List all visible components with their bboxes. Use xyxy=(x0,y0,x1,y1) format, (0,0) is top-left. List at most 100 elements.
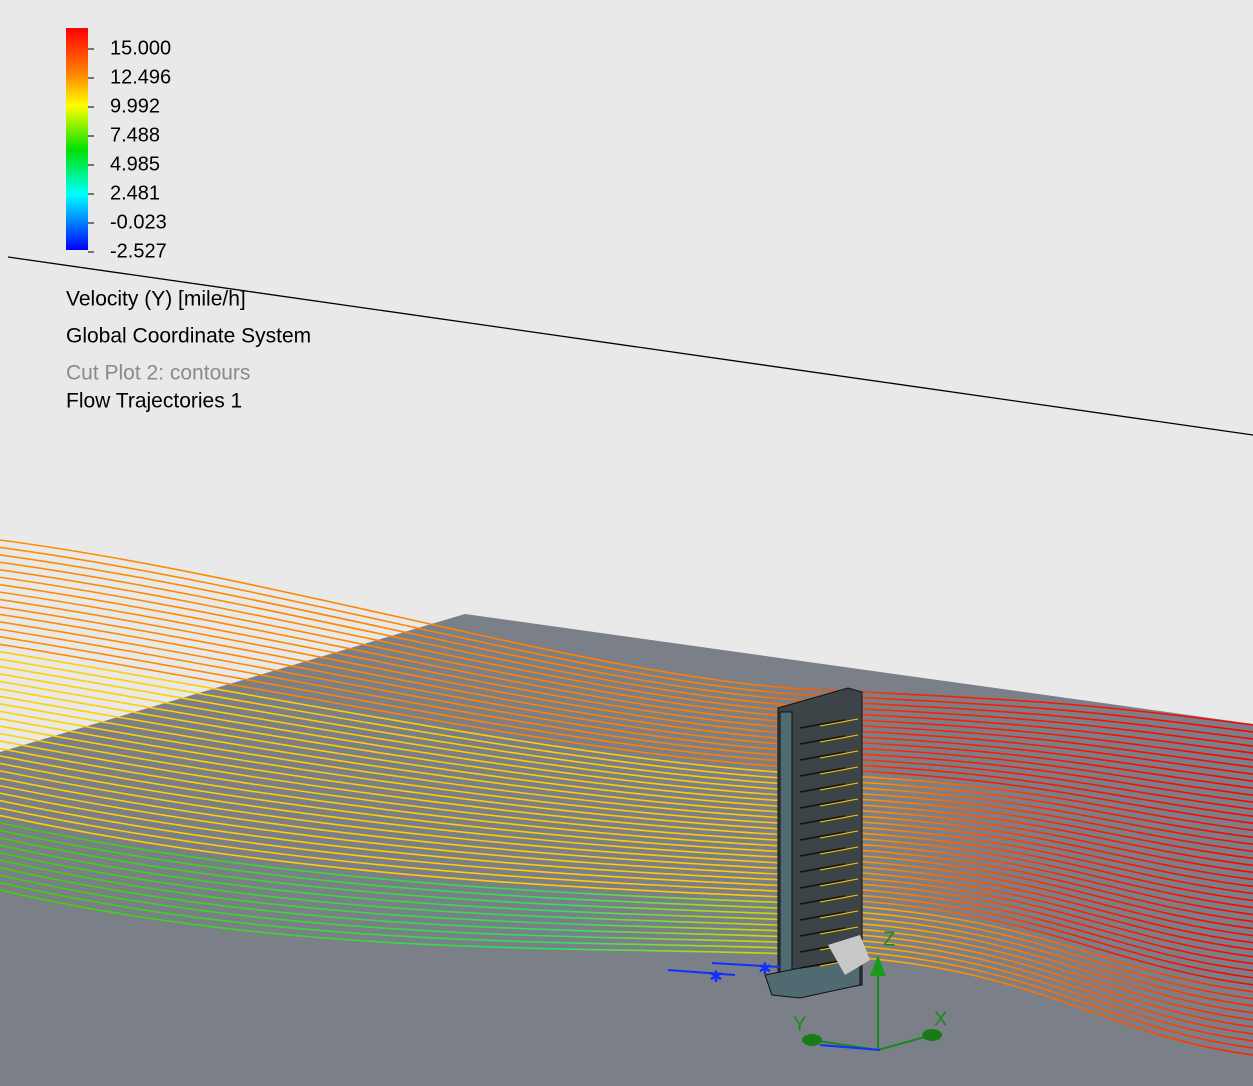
fin-edge xyxy=(819,798,859,807)
tick-label: 12.496 xyxy=(110,66,171,88)
tick-label: -0.023 xyxy=(110,211,167,233)
fin-edge xyxy=(819,910,859,919)
fin xyxy=(799,751,846,761)
trajectory xyxy=(0,613,1253,797)
fin xyxy=(799,895,846,905)
trajectory xyxy=(0,784,1253,958)
trajectory xyxy=(0,665,1253,846)
trajectory xyxy=(0,598,1253,782)
trajectory xyxy=(0,747,1253,923)
fin-edge xyxy=(819,830,859,839)
x-label: X xyxy=(934,1008,947,1030)
fin xyxy=(799,767,846,777)
trajectory xyxy=(0,650,1253,832)
fin xyxy=(799,911,846,921)
trajectory xyxy=(0,777,1253,951)
tick-label: 15.000 xyxy=(110,37,171,59)
cut-plot: Cut Plot 2: contours xyxy=(66,362,250,385)
arrow xyxy=(819,1044,881,1051)
legend-ticks: 15.000 12.496 9.992 7.488 4.985 2.481 -0.023 -2… xyxy=(88,37,171,262)
tick-label: 4.985 xyxy=(110,153,160,175)
trajectory xyxy=(0,688,1253,867)
device-side xyxy=(779,711,793,983)
trajectory xyxy=(0,725,1253,902)
trajectory xyxy=(0,717,1253,895)
fin xyxy=(799,735,846,745)
trajectory xyxy=(0,755,1253,930)
fin-edge xyxy=(819,766,859,775)
trajectory xyxy=(0,539,1253,726)
trajectory xyxy=(0,576,1253,761)
fin xyxy=(799,831,846,841)
fin-edge xyxy=(819,734,859,743)
trajectory xyxy=(0,568,1253,754)
marker: ✱ xyxy=(758,961,771,978)
trajectory xyxy=(0,807,1253,979)
trajectory xyxy=(0,673,1253,853)
tick-label: -2.527 xyxy=(110,240,167,262)
bracket xyxy=(828,935,870,975)
trajectory xyxy=(0,658,1253,839)
fin xyxy=(799,879,846,889)
fin-edge xyxy=(819,878,859,887)
fin xyxy=(799,847,846,857)
trajectory xyxy=(0,643,1253,825)
y-arrow xyxy=(802,1034,822,1046)
trajectory xyxy=(0,554,1253,740)
trajectories xyxy=(0,539,1253,1056)
trajectory xyxy=(0,680,1253,860)
trajectory xyxy=(0,866,1253,1035)
trajectory xyxy=(0,770,1253,944)
boundary-line xyxy=(7,256,1253,436)
device xyxy=(764,687,870,999)
trajectory xyxy=(0,621,1253,804)
fin-edge xyxy=(819,782,859,791)
fin xyxy=(799,863,846,873)
coordinate-system: Global Coordinate System xyxy=(66,325,311,348)
fin xyxy=(799,719,846,729)
trajectory xyxy=(0,814,1253,986)
trajectory xyxy=(0,695,1253,874)
trajectory xyxy=(0,546,1253,733)
trajectory xyxy=(0,889,1253,1056)
trajectories-label: Flow Trajectories 1 xyxy=(66,390,242,413)
trajectory xyxy=(0,792,1253,965)
trajectory xyxy=(0,829,1253,1000)
trajectory xyxy=(0,561,1253,747)
fin-edge xyxy=(819,926,859,935)
trajectory xyxy=(0,851,1253,1021)
tick-label: 2.481 xyxy=(110,182,160,204)
fin-edge xyxy=(819,750,859,759)
trajectory xyxy=(0,822,1253,993)
trajectory xyxy=(0,710,1253,888)
trajectory xyxy=(0,799,1253,972)
x-arrow xyxy=(922,1029,942,1041)
trajectory xyxy=(0,740,1253,916)
trajectory xyxy=(0,874,1253,1042)
trajectory xyxy=(0,732,1253,909)
trajectory xyxy=(0,881,1253,1049)
arrow xyxy=(711,962,781,968)
trajectory xyxy=(0,591,1253,775)
tick-label: 7.488 xyxy=(110,124,160,146)
fin-edge xyxy=(819,862,859,871)
fin xyxy=(799,927,846,937)
fin-edge xyxy=(819,814,859,823)
legend: 15.000 12.496 9.992 7.488 4.985 2.481 -0.023 -2… xyxy=(66,28,311,413)
fin-edge xyxy=(819,718,859,727)
fin xyxy=(799,799,846,809)
triad: Z Y X xyxy=(793,928,947,1051)
trajectory xyxy=(0,844,1253,1014)
fin-edge xyxy=(819,894,859,903)
tick-label: 9.992 xyxy=(110,95,160,117)
legend-title: Velocity (Y) [mile/h] xyxy=(66,288,246,311)
trajectory xyxy=(0,583,1253,768)
trajectory xyxy=(0,859,1253,1028)
trajectory xyxy=(0,606,1253,789)
fin-edge xyxy=(819,846,859,855)
trajectory xyxy=(0,628,1253,811)
y-label: Y xyxy=(793,1013,806,1035)
trajectory xyxy=(0,762,1253,937)
